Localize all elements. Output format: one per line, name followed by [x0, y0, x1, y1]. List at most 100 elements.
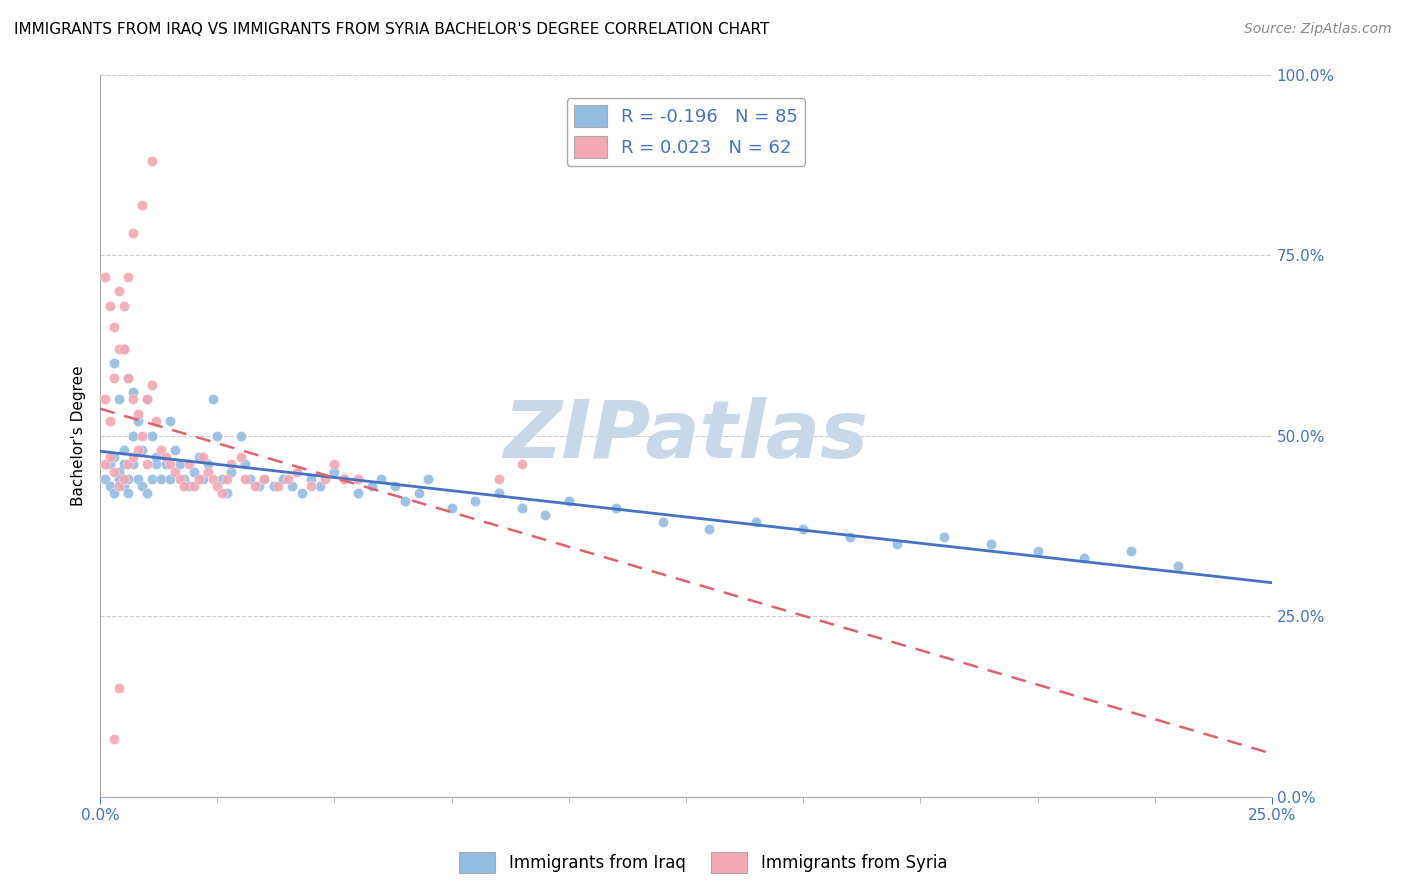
Point	[187, 472, 209, 486]
Point	[839, 530, 862, 544]
Point	[155, 450, 177, 465]
Point	[291, 486, 314, 500]
Point	[103, 731, 125, 746]
Point	[122, 385, 145, 400]
Point	[127, 414, 149, 428]
Point	[187, 450, 209, 465]
Point	[169, 472, 191, 486]
Point	[267, 479, 290, 493]
Point	[155, 458, 177, 472]
Point	[98, 479, 121, 493]
Point	[122, 450, 145, 465]
Point	[229, 450, 252, 465]
Point	[131, 428, 153, 442]
Point	[792, 523, 814, 537]
Point	[605, 500, 627, 515]
Point	[215, 486, 238, 500]
Point	[333, 472, 356, 486]
Point	[98, 458, 121, 472]
Point	[159, 458, 181, 472]
Point	[145, 450, 167, 465]
Point	[394, 493, 416, 508]
Point	[179, 479, 201, 493]
Point	[117, 371, 139, 385]
Point	[1121, 544, 1143, 558]
Point	[1026, 544, 1049, 558]
Point	[165, 465, 187, 479]
Point	[108, 465, 131, 479]
Legend: Immigrants from Iraq, Immigrants from Syria: Immigrants from Iraq, Immigrants from Sy…	[453, 846, 953, 880]
Point	[122, 458, 145, 472]
Point	[173, 472, 195, 486]
Point	[207, 428, 229, 442]
Point	[117, 269, 139, 284]
Point	[108, 479, 131, 493]
Point	[145, 414, 167, 428]
Point	[534, 508, 557, 522]
Point	[112, 342, 135, 356]
Point	[271, 472, 294, 486]
Point	[131, 443, 153, 458]
Point	[127, 407, 149, 421]
Point	[127, 443, 149, 458]
Point	[165, 443, 187, 458]
Point	[141, 378, 163, 392]
Point	[112, 472, 135, 486]
Point	[136, 486, 159, 500]
Point	[94, 472, 117, 486]
Point	[309, 479, 332, 493]
Point	[253, 472, 276, 486]
Point	[249, 479, 271, 493]
Point	[136, 392, 159, 407]
Point	[488, 472, 510, 486]
Point	[229, 428, 252, 442]
Point	[333, 472, 356, 486]
Point	[122, 392, 145, 407]
Point	[108, 284, 131, 298]
Point	[103, 356, 125, 370]
Point	[745, 515, 768, 529]
Point	[699, 523, 721, 537]
Point	[108, 342, 131, 356]
Point	[1073, 551, 1095, 566]
Point	[221, 465, 243, 479]
Point	[408, 486, 430, 500]
Point	[243, 479, 266, 493]
Point	[112, 342, 135, 356]
Point	[131, 479, 153, 493]
Point	[980, 537, 1002, 551]
Point	[281, 479, 304, 493]
Point	[117, 486, 139, 500]
Point	[150, 443, 173, 458]
Point	[150, 472, 173, 486]
Point	[1167, 558, 1189, 573]
Legend: R = -0.196   N = 85, R = 0.023   N = 62: R = -0.196 N = 85, R = 0.023 N = 62	[567, 98, 806, 166]
Point	[136, 458, 159, 472]
Point	[131, 197, 153, 211]
Point	[558, 493, 581, 508]
Point	[117, 371, 139, 385]
Point	[510, 500, 533, 515]
Point	[179, 458, 201, 472]
Point	[370, 472, 392, 486]
Point	[285, 465, 308, 479]
Point	[94, 392, 117, 407]
Point	[94, 458, 117, 472]
Point	[464, 493, 486, 508]
Point	[112, 479, 135, 493]
Text: IMMIGRANTS FROM IRAQ VS IMMIGRANTS FROM SYRIA BACHELOR'S DEGREE CORRELATION CHAR: IMMIGRANTS FROM IRAQ VS IMMIGRANTS FROM …	[14, 22, 769, 37]
Point	[347, 486, 370, 500]
Point	[239, 472, 262, 486]
Point	[201, 472, 224, 486]
Point	[299, 479, 322, 493]
Point	[299, 472, 322, 486]
Point	[159, 414, 181, 428]
Point	[197, 458, 219, 472]
Point	[117, 458, 139, 472]
Point	[112, 299, 135, 313]
Point	[211, 486, 233, 500]
Point	[103, 465, 125, 479]
Point	[323, 458, 346, 472]
Point	[510, 458, 533, 472]
Point	[211, 472, 233, 486]
